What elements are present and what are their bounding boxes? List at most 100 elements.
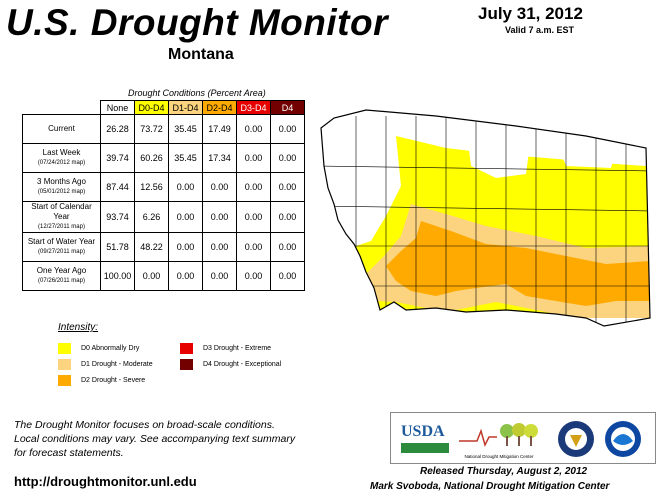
table-row: 3 Months Ago (05/01/2012 map) 87.44 12.56 0.… — [22, 172, 305, 202]
agency-logos: USDA National Drought Mitigation Center — [390, 412, 656, 464]
table-cell: 35.45 — [168, 143, 203, 173]
legend-swatch — [58, 359, 71, 370]
row-label-text: Last Week — [42, 148, 81, 157]
row-label-text: Current — [48, 124, 75, 133]
table-cell: 0.00 — [168, 201, 203, 233]
col-header-d3-d4: D3-D4 — [236, 100, 271, 115]
page-title: U.S. Drought Monitor — [6, 2, 388, 43]
table-cell: 39.74 — [100, 143, 135, 173]
ndmc-logo: National Drought Mitigation Center — [457, 421, 541, 461]
disclaimer-note: The Drought Monitor focuses on broad-sca… — [14, 418, 354, 460]
legend-swatch — [180, 343, 193, 354]
legend-item-d3: D3 Drought - Extreme — [180, 343, 271, 354]
legend-swatch — [180, 359, 193, 370]
row-label: Start of Water Year (09/27/2011 map) — [22, 232, 101, 262]
note-line: The Drought Monitor focuses on broad-sca… — [14, 419, 275, 431]
col-header-d2-d4: D2-D4 — [202, 100, 237, 115]
table-cell: 0.00 — [168, 232, 203, 262]
row-label-text: Start of Calendar Year — [31, 202, 92, 221]
table-cell: 0.00 — [236, 143, 271, 173]
table-row: One Year Ago (07/26/2011 map) 100.00 0.00 0.… — [22, 261, 305, 291]
table-cell: 0.00 — [236, 114, 271, 144]
table-row: Start of Calendar Year (12/27/2011 map) 93… — [22, 201, 305, 233]
note-line: for forecast statements. — [14, 447, 124, 459]
row-label: Last Week (07/24/2012 map) — [22, 143, 101, 173]
col-header-d1-d4: D1-D4 — [168, 100, 203, 115]
table-cell: 17.49 — [202, 114, 237, 144]
table-cell: 48.22 — [134, 232, 169, 262]
table-cell: 0.00 — [134, 261, 169, 291]
table-cell: 0.00 — [236, 261, 271, 291]
legend-label: D4 Drought - Exceptional — [203, 361, 282, 368]
release-date: Released Thursday, August 2, 2012 — [420, 466, 588, 477]
table-cell: 12.56 — [134, 172, 169, 202]
row-label: 3 Months Ago (05/01/2012 map) — [22, 172, 101, 202]
row-label: Start of Calendar Year (12/27/2011 map) — [22, 201, 101, 233]
table-cell: 0.00 — [270, 261, 305, 291]
legend-label: D1 Drought - Moderate — [81, 361, 153, 368]
legend-item-d4: D4 Drought - Exceptional — [180, 359, 281, 370]
table-cell: 73.72 — [134, 114, 169, 144]
usda-logo-swoosh — [401, 443, 449, 453]
commerce-seal-icon — [558, 421, 594, 457]
table-cell: 0.00 — [202, 201, 237, 233]
row-label-text: 3 Months Ago — [37, 177, 86, 186]
table-row: Start of Water Year (09/27/2011 map) 51.78… — [22, 232, 305, 262]
row-label-text: One Year Ago — [36, 266, 87, 275]
table-cell: 0.00 — [168, 172, 203, 202]
table-cell: 0.00 — [202, 261, 237, 291]
table-cell: 0.00 — [270, 232, 305, 262]
legend-swatch — [58, 343, 71, 354]
drought-conditions-table: None D0-D4 D1-D4 D2-D4 D3-D4 D4 Current 2… — [22, 100, 305, 291]
table-cell: 0.00 — [236, 201, 271, 233]
legend-label: D0 Abnormally Dry — [81, 345, 140, 352]
col-header-d4: D4 — [270, 100, 305, 115]
note-line: Local conditions may vary. See accompany… — [14, 433, 296, 445]
row-label-sub: (09/27/2011 map) — [38, 249, 85, 255]
table-caption: Drought Conditions (Percent Area) — [128, 88, 266, 98]
map-date: July 31, 2012 — [478, 4, 583, 23]
table-row: Last Week (07/24/2012 map) 39.74 60.26 35.45… — [22, 143, 305, 173]
row-label-sub: (07/24/2012 map) — [37, 160, 86, 166]
ndmc-logo-text: National Drought Mitigation Center — [464, 454, 534, 459]
table-cell: 87.44 — [100, 172, 135, 202]
table-cell: 51.78 — [100, 232, 135, 262]
legend-item-d2: D2 Drought - Severe — [58, 375, 145, 386]
table-cell: 0.00 — [270, 201, 305, 233]
table-cell: 0.00 — [236, 232, 271, 262]
legend-title: Intensity: — [58, 322, 99, 333]
website-link[interactable]: http://droughtmonitor.unl.edu — [14, 474, 197, 489]
usda-logo: USDA — [401, 423, 445, 440]
legend-label: D2 Drought - Severe — [81, 377, 146, 384]
legend-item-d1: D1 Drought - Moderate — [58, 359, 153, 370]
table-cell: 0.00 — [236, 172, 271, 202]
table-cell: 6.26 — [134, 201, 169, 233]
table-cell: 93.74 — [100, 201, 135, 233]
noaa-logo-icon — [605, 421, 641, 457]
row-label-sub: (05/01/2012 map) — [37, 189, 86, 195]
table-cell: 60.26 — [134, 143, 169, 173]
author: Mark Svoboda, National Drought Mitigatio… — [370, 481, 610, 492]
table-cell: 17.34 — [202, 143, 237, 173]
table-cell: 0.00 — [270, 114, 305, 144]
legend-swatch — [58, 375, 71, 386]
table-row: Current 26.28 73.72 35.45 17.49 0.00 0.00 — [22, 114, 305, 144]
legend-item-d0: D0 Abnormally Dry — [58, 343, 139, 354]
col-header-d0-d4: D0-D4 — [134, 100, 169, 115]
row-label-text: Start of Water Year — [27, 237, 96, 246]
state-name: Montana — [168, 46, 234, 63]
table-cell: 35.45 — [168, 114, 203, 144]
table-cell: 0.00 — [270, 143, 305, 173]
table-cell: 0.00 — [168, 261, 203, 291]
montana-drought-map — [320, 109, 651, 327]
col-header-none: None — [100, 100, 135, 115]
legend-label: D3 Drought - Extreme — [203, 345, 272, 352]
valid-time: Valid 7 a.m. EST — [505, 25, 575, 35]
ndmc-trees-icon — [459, 423, 538, 448]
table-cell: 0.00 — [202, 232, 237, 262]
row-label: Current — [22, 114, 101, 144]
table-cell: 0.00 — [270, 172, 305, 202]
row-label-sub: (12/27/2011 map) — [38, 224, 85, 230]
table-cell: 26.28 — [100, 114, 135, 144]
row-label: One Year Ago (07/26/2011 map) — [22, 261, 101, 291]
